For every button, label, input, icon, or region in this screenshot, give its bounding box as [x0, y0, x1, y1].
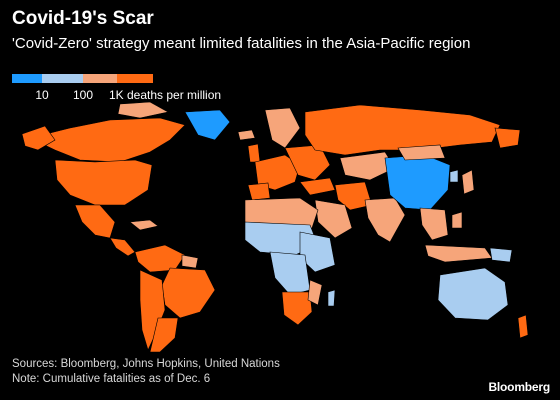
legend-swatch-3	[83, 74, 117, 83]
region-south-cone	[149, 317, 179, 353]
region-russia	[304, 104, 501, 156]
region-canada	[29, 117, 186, 163]
region-brazil	[161, 267, 216, 319]
region-mozambique	[307, 279, 323, 306]
region-kazakhstan	[339, 151, 396, 181]
bloomberg-logo: Bloomberg	[488, 380, 550, 394]
region-madagascar	[327, 289, 336, 307]
region-mongolia	[397, 144, 446, 161]
region-papua	[489, 247, 513, 263]
region-philippines	[451, 211, 463, 229]
region-iran	[334, 181, 373, 211]
region-far-east	[494, 127, 521, 149]
region-korea	[449, 169, 459, 183]
region-iberia	[247, 182, 271, 201]
region-guiana	[181, 254, 199, 269]
region-canada-islands	[117, 101, 169, 119]
sources-note: Sources: Bloomberg, Johns Hopkins, Unite…	[12, 358, 280, 370]
footnote: Note: Cumulative fatalities as of Dec. 6	[12, 373, 211, 385]
region-india	[364, 197, 406, 243]
world-map	[0, 100, 560, 355]
region-southern-africa	[281, 291, 313, 326]
chart-title: Covid-19's Scar	[12, 8, 154, 29]
region-indonesia	[424, 244, 493, 263]
region-usa	[54, 159, 153, 206]
region-iceland	[237, 129, 256, 141]
region-alaska	[21, 125, 56, 151]
legend: 10 100 1K deaths per million	[12, 74, 252, 108]
region-scandinavia	[264, 107, 301, 149]
region-turkey	[299, 177, 336, 196]
region-colombia-venezuela	[134, 244, 186, 273]
legend-tick-1k: 1K deaths per million	[109, 88, 222, 102]
region-greenland	[184, 109, 231, 141]
legend-tick-100: 100	[72, 88, 94, 102]
legend-swatch-1	[12, 74, 42, 83]
region-japan	[461, 169, 475, 195]
region-east-africa	[299, 231, 336, 273]
region-australia	[437, 267, 509, 321]
legend-tick-10: 10	[35, 88, 49, 102]
region-arabia	[314, 199, 353, 239]
chart-subtitle: 'Covid-Zero' strategy meant limited fata…	[12, 35, 471, 52]
region-southeast-asia	[419, 207, 449, 241]
region-new-zealand	[517, 314, 529, 339]
legend-swatch-4	[117, 74, 153, 83]
region-mexico	[74, 204, 116, 239]
region-caribbean	[129, 219, 159, 231]
region-central-america	[109, 237, 136, 257]
region-andes	[139, 269, 166, 351]
region-uk	[247, 143, 261, 163]
legend-swatch-2	[42, 74, 83, 83]
region-central-africa	[269, 251, 311, 296]
